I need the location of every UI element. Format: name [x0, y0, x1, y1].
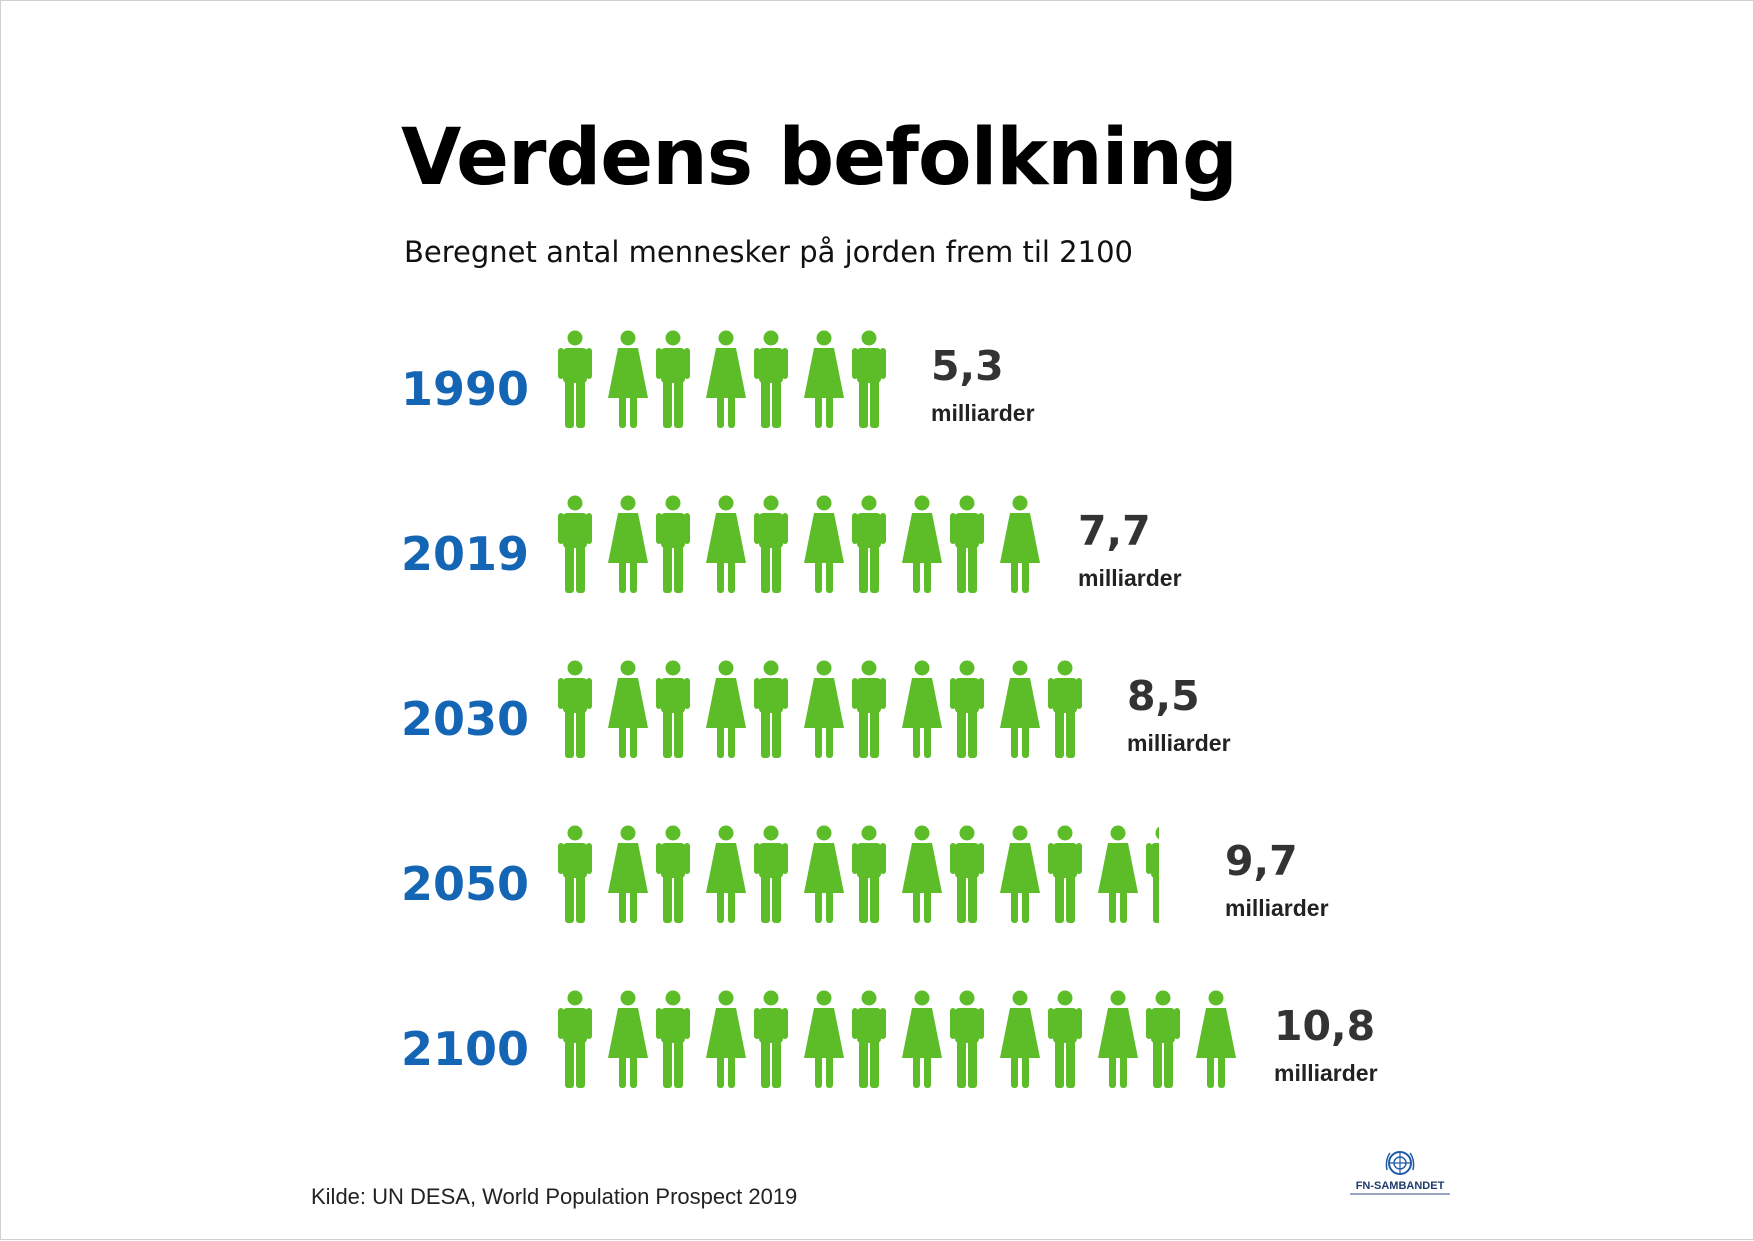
man-figure-icon: [656, 495, 690, 593]
woman-figure-icon: [706, 330, 746, 428]
woman-figure-icon: [1000, 660, 1040, 758]
man-figure-icon: [852, 330, 886, 428]
woman-figure-icon: [902, 495, 942, 593]
man-figure-icon: [1048, 990, 1082, 1088]
man-figure-icon: [558, 330, 592, 428]
man-figure-icon: [656, 990, 690, 1088]
woman-figure-icon: [706, 495, 746, 593]
man-figure-icon: [656, 660, 690, 758]
man-figure-icon: [754, 330, 788, 428]
woman-figure-icon: [804, 660, 844, 758]
un-emblem-icon: [1385, 1151, 1415, 1175]
man-figure-icon: [950, 825, 984, 923]
unit-label: milliarder: [1274, 1060, 1378, 1086]
woman-figure-icon: [608, 990, 648, 1088]
value-label: 10,8: [1274, 1002, 1376, 1050]
man-figure-icon: [754, 990, 788, 1088]
man-figure-icon: [558, 660, 592, 758]
figure-row-2050: [558, 825, 1159, 923]
man-figure-icon: [852, 825, 886, 923]
logo: FN-SAMBANDET: [1350, 1148, 1450, 1198]
woman-figure-icon: [902, 825, 942, 923]
figure-row-2019: [558, 495, 1040, 593]
man-figure-icon: [1146, 990, 1180, 1088]
source-note: Kilde: UN DESA, World Population Prospec…: [311, 1184, 798, 1209]
woman-figure-icon: [608, 330, 648, 428]
figure-row-2030: [558, 660, 1082, 758]
figure-row-1990: [558, 330, 886, 428]
woman-figure-icon: [608, 495, 648, 593]
man-figure-icon: [656, 825, 690, 923]
woman-figure-icon: [804, 990, 844, 1088]
man-figure-icon: [656, 330, 690, 428]
woman-figure-icon: [804, 330, 844, 428]
unit-label: milliarder: [1225, 895, 1329, 921]
man-figure-icon: [950, 495, 984, 593]
value-label: 7,7: [1078, 507, 1151, 555]
woman-figure-icon: [706, 825, 746, 923]
woman-figure-icon: [706, 990, 746, 1088]
woman-figure-icon: [1000, 825, 1040, 923]
unit-label: milliarder: [1078, 565, 1182, 591]
chart-title: Verdens befolkning: [401, 113, 1238, 203]
figure-row-2100: [558, 990, 1236, 1088]
man-figure-icon: [1146, 826, 1159, 923]
unit-label: milliarder: [931, 400, 1035, 426]
woman-figure-icon: [608, 660, 648, 758]
woman-figure-icon: [1000, 990, 1040, 1088]
chart-subtitle: Beregnet antal mennesker på jorden frem …: [404, 235, 1133, 269]
woman-figure-icon: [902, 660, 942, 758]
man-figure-icon: [1048, 660, 1082, 758]
value-label: 9,7: [1225, 837, 1298, 885]
woman-figure-icon: [608, 825, 648, 923]
woman-figure-icon: [1098, 990, 1138, 1088]
man-figure-icon: [852, 495, 886, 593]
logo-underline: [1350, 1193, 1450, 1195]
man-figure-icon: [558, 825, 592, 923]
man-figure-icon: [754, 825, 788, 923]
man-figure-icon: [754, 495, 788, 593]
man-figure-icon: [754, 660, 788, 758]
year-label: 2030: [401, 692, 530, 746]
man-figure-icon: [852, 660, 886, 758]
year-label: 2050: [401, 857, 530, 911]
woman-figure-icon: [902, 990, 942, 1088]
logo-text: FN-SAMBANDET: [1355, 1180, 1445, 1192]
man-figure-icon: [950, 660, 984, 758]
woman-figure-icon: [804, 825, 844, 923]
man-figure-icon: [950, 990, 984, 1088]
woman-figure-icon: [1098, 825, 1138, 923]
man-figure-icon: [558, 990, 592, 1088]
unit-label: milliarder: [1127, 730, 1231, 756]
man-figure-icon: [558, 495, 592, 593]
value-label: 8,5: [1127, 672, 1200, 720]
woman-figure-icon: [804, 495, 844, 593]
value-label: 5,3: [931, 342, 1004, 390]
year-label: 2100: [401, 1022, 530, 1076]
woman-figure-icon: [1196, 990, 1236, 1088]
year-label: 1990: [401, 362, 530, 416]
woman-figure-icon: [706, 660, 746, 758]
woman-figure-icon: [1000, 495, 1040, 593]
man-figure-icon: [852, 990, 886, 1088]
year-label: 2019: [401, 527, 530, 581]
man-figure-icon: [1048, 825, 1082, 923]
